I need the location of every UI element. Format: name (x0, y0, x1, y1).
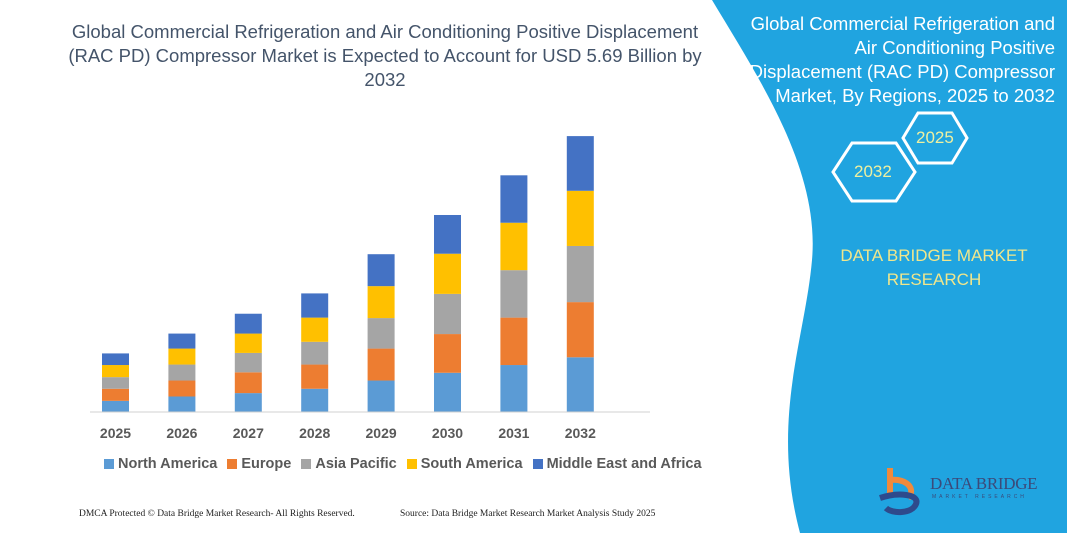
bar-segment-north-america-2027 (234, 393, 262, 412)
x-tick-label: 2026 (166, 425, 197, 441)
chart-title-line: (RAC PD) Compressor Market is Expected t… (68, 45, 702, 66)
chart-title: Global Commercial Refrigeration and Air … (60, 20, 710, 92)
bar-segment-asia-pacific-2026 (168, 364, 196, 381)
logo-subtext: MARKET RESEARCH (932, 494, 1027, 500)
legend-label: South America (420, 456, 523, 472)
side-title-line: Air Conditioning Positive (854, 37, 1055, 58)
x-tick-label: 2030 (432, 425, 463, 441)
x-tick-label: 2029 (366, 425, 397, 441)
bar-segment-middle-east-and-africa-2028 (301, 293, 329, 318)
bar-segment-north-america-2032 (566, 357, 594, 412)
legend-swatch (301, 459, 312, 469)
bar-segment-europe-2030 (434, 334, 461, 373)
x-tick-label: 2031 (498, 425, 529, 441)
bar-segment-south-america-2026 (168, 348, 196, 365)
bar-segment-north-america-2026 (168, 396, 196, 412)
brand-line: RESEARCH (886, 270, 982, 289)
bar-segment-europe-2025 (102, 388, 129, 401)
hexagon-2025-shape (901, 111, 969, 165)
chart-title-line: Global Commercial Refrigeration and Air … (71, 21, 699, 42)
bar-segment-asia-pacific-2031 (500, 270, 528, 318)
side-panel-title: Global Commercial Refrigeration and Air … (735, 12, 1055, 108)
legend-swatch (104, 459, 114, 469)
legend-item: North America (104, 456, 217, 472)
bar-segment-middle-east-and-africa-2032 (566, 136, 594, 191)
bar-segment-north-america-2025 (102, 400, 129, 412)
bar-segment-europe-2027 (234, 372, 262, 394)
legend-item: Middle East and Africa (532, 456, 702, 472)
chart-title-line: 2032 (364, 69, 406, 90)
bar-segment-south-america-2032 (566, 190, 594, 246)
legend-label: Europe (241, 456, 292, 472)
legend-item: South America (406, 456, 523, 472)
bar-segment-asia-pacific-2029 (367, 318, 395, 349)
bar-segment-europe-2032 (566, 302, 594, 358)
bar-segment-middle-east-and-africa-2029 (367, 254, 395, 287)
bar-segment-europe-2028 (301, 364, 329, 389)
stacked-bar-chart: 2025 2026 2027 2028 2029 2030 2031 2032 (90, 136, 650, 441)
side-title-line: Displacement (RAC PD) Compressor (749, 61, 1055, 82)
legend-label: Middle East and Africa (546, 456, 702, 472)
bar-segment-north-america-2031 (500, 365, 528, 412)
x-tick-label: 2032 (565, 425, 596, 441)
bar-segment-europe-2029 (367, 348, 395, 381)
chart-legend: North America Europe Asia Pacific South Ame… (104, 456, 702, 472)
side-panel (712, 0, 1067, 533)
bar-segment-asia-pacific-2025 (102, 377, 129, 389)
footer-copyright: DMCA Protected © Data Bridge Market Rese… (79, 509, 355, 519)
legend-item: Asia Pacific (301, 456, 397, 472)
bar-segment-middle-east-and-africa-2030 (434, 214, 461, 254)
bar-segment-north-america-2030 (434, 372, 461, 412)
bar-segment-middle-east-and-africa-2027 (234, 313, 262, 334)
bar-segment-asia-pacific-2030 (434, 293, 461, 335)
bar-segment-south-america-2029 (367, 286, 395, 319)
bar-segment-north-america-2029 (367, 380, 395, 412)
hexagon-2032-shape (831, 141, 917, 203)
bar-segment-south-america-2031 (500, 222, 528, 271)
bar-segment-asia-pacific-2027 (234, 352, 262, 373)
x-tick-label: 2025 (100, 425, 131, 441)
bar-segment-south-america-2027 (234, 333, 262, 353)
footer-source: Source: Data Bridge Market Research Mark… (400, 509, 656, 519)
legend-label: Asia Pacific (315, 456, 397, 472)
bar-segment-north-america-2028 (301, 388, 329, 412)
hexagon-2025-label: 2025 (916, 128, 954, 147)
logo-text: DATA BRIDGE (930, 474, 1038, 493)
side-title-line: Global Commercial Refrigeration and (750, 13, 1055, 34)
legend-item: Europe (227, 456, 291, 472)
legend-swatch (406, 459, 417, 469)
bar-segment-asia-pacific-2028 (301, 341, 329, 365)
side-title-line: Market, By Regions, 2025 to 2032 (775, 85, 1055, 106)
brand-line: DATA BRIDGE MARKET (840, 246, 1028, 265)
legend-swatch (227, 459, 238, 469)
bar-segment-europe-2026 (168, 380, 196, 397)
bar-segment-middle-east-and-africa-2025 (102, 353, 129, 366)
data-bridge-logo-icon (879, 468, 920, 516)
legend-label: North America (118, 456, 218, 472)
legend-swatch (532, 459, 543, 469)
bar-segment-middle-east-and-africa-2026 (168, 333, 196, 349)
bar-segment-europe-2031 (500, 317, 528, 366)
brand-text: DATA BRIDGE MARKET RESEARCH (820, 244, 1048, 292)
x-tick-label: 2027 (233, 425, 264, 441)
bar-segment-asia-pacific-2032 (566, 245, 594, 303)
bar-segment-south-america-2025 (102, 365, 129, 378)
hexagon-2032-label: 2032 (854, 162, 892, 181)
x-tick-label: 2028 (299, 425, 330, 441)
bar-segment-middle-east-and-africa-2031 (500, 175, 528, 223)
bar-segment-south-america-2030 (434, 253, 461, 294)
bar-segment-south-america-2028 (301, 317, 329, 342)
